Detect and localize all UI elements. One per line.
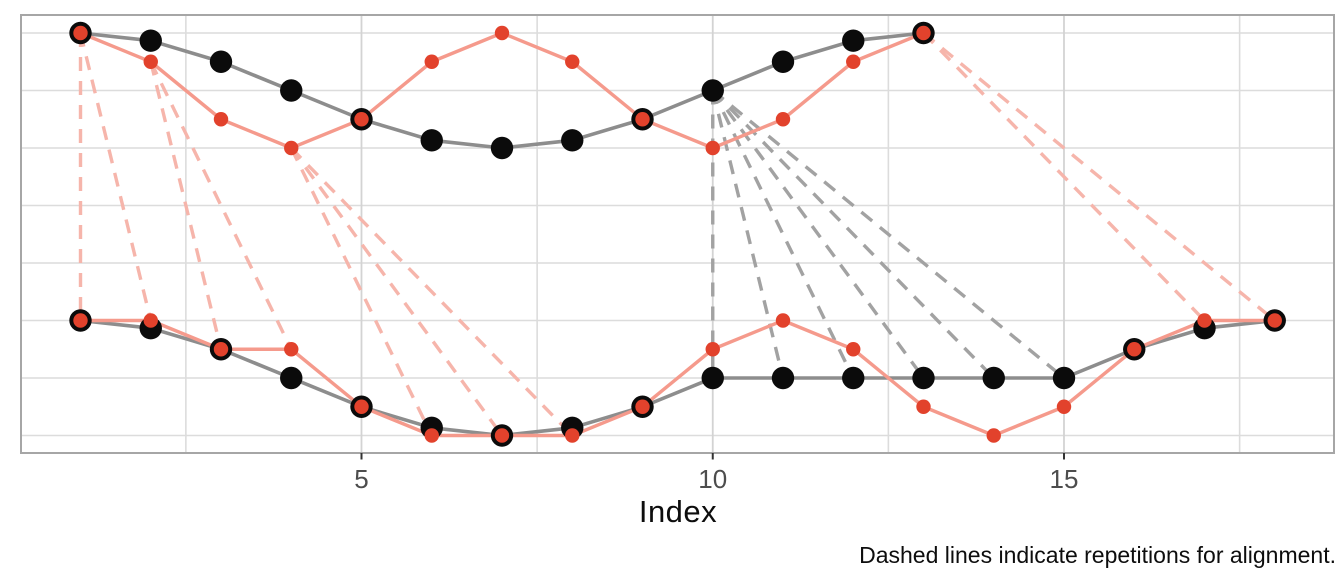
svg-text:10: 10 <box>698 464 727 494</box>
svg-text:5: 5 <box>354 464 368 494</box>
figure-caption: Dashed lines indicate repetitions for al… <box>859 542 1336 568</box>
svg-text:15: 15 <box>1050 464 1079 494</box>
x-axis-title: Index <box>638 494 718 529</box>
